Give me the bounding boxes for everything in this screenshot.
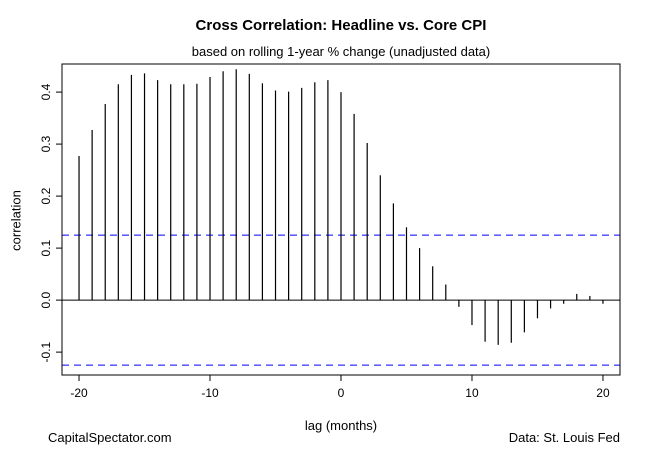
y-tick-label: -0.1: [39, 341, 53, 362]
y-tick-label: 0.2: [39, 187, 53, 204]
x-tick-label: 10: [465, 386, 479, 400]
x-axis-label: lag (months): [304, 418, 378, 433]
y-axis-label: correlation: [8, 190, 24, 251]
chart-title: Cross Correlation: Headline vs. Core CPI: [195, 17, 487, 34]
x-tick-label: 0: [338, 386, 345, 400]
y-tick-label: 0.3: [39, 135, 53, 152]
y-tick-label: 0.0: [39, 291, 53, 308]
y-tick-label: 0.4: [39, 83, 53, 100]
footer-source: Data: St. Louis Fed: [508, 430, 620, 445]
y-tick-label: 0.1: [39, 239, 53, 256]
footer-attribution: CapitalSpectator.com: [48, 430, 172, 445]
x-tick-label: -10: [201, 386, 219, 400]
x-tick-label: -20: [70, 386, 88, 400]
x-tick-label: 20: [596, 386, 610, 400]
chart-subtitle: based on rolling 1-year % change (unadju…: [191, 44, 491, 59]
